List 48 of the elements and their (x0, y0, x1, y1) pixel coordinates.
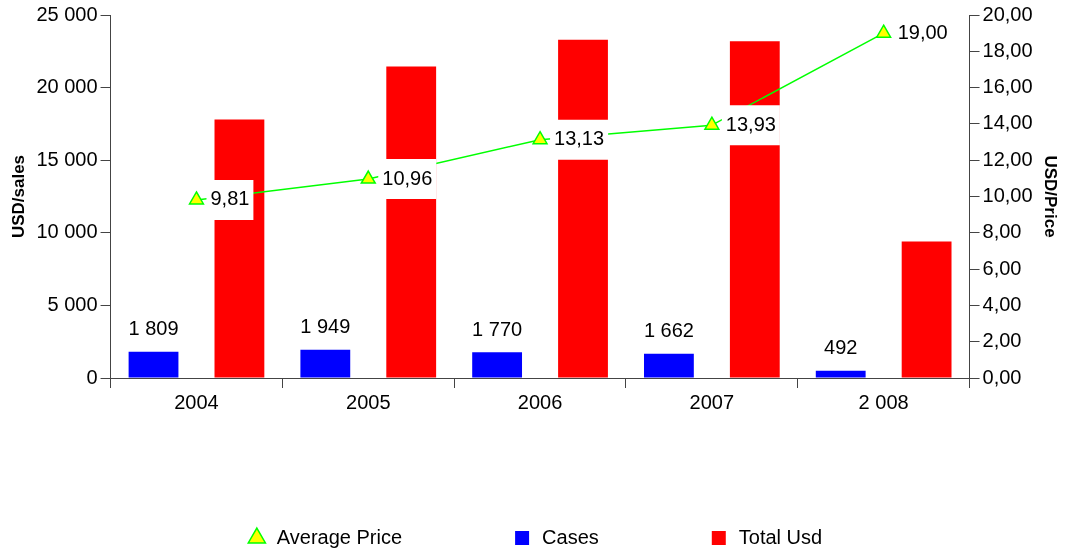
point (360, 170, 376, 184)
data-label: 9,81 (210, 187, 250, 210)
bar (901, 241, 952, 378)
bar (644, 353, 694, 378)
data-label: 1 662 (643, 319, 694, 342)
legend-label: Total Usd (738, 525, 823, 548)
y2-tick-label: 18,00 (982, 38, 1033, 61)
point (532, 130, 548, 145)
data-label: 1 949 (300, 315, 351, 338)
data-label: 13,93 (725, 112, 776, 135)
data-label: 10,96 (382, 166, 433, 189)
y2-tick-label: 12,00 (982, 147, 1033, 170)
bar (472, 352, 523, 378)
data-label: 19,00 (897, 20, 948, 43)
data-label: 1 809 (128, 317, 179, 340)
y2-tick-label: 20,00 (982, 2, 1033, 25)
y-tick-label: 10 000 (36, 220, 98, 243)
data-label: 13,13 (554, 127, 605, 150)
point (875, 24, 892, 38)
x-tick-label: 2005 (346, 390, 391, 413)
x-tick-label: 2007 (689, 390, 735, 413)
x-tick-label: 2004 (174, 390, 219, 413)
y2-tick-label: 16,00 (982, 75, 1033, 98)
legend-label: Cases (542, 525, 599, 548)
y2-tick-label: 10,00 (982, 184, 1033, 207)
bar (300, 349, 351, 378)
x-tick-label: 2006 (517, 390, 563, 413)
x-tick-label: 2 008 (858, 390, 909, 413)
y-axis-title: USD/sales (8, 154, 28, 239)
y2-tick-label: 0,00 (982, 365, 1022, 388)
y-tick-label: 5 000 (47, 292, 98, 315)
y-tick-label: 0 (86, 365, 98, 388)
y-tick-label: 15 000 (36, 147, 98, 170)
point (188, 191, 205, 205)
y2-tick-label: 2,00 (982, 329, 1022, 352)
bar (128, 351, 179, 378)
bar (815, 370, 866, 378)
legend-label: Average Price (276, 525, 403, 548)
point (704, 116, 720, 130)
y-tick-label: 20 000 (36, 75, 98, 98)
data-label: 492 (824, 336, 858, 359)
y2-tick-label: 6,00 (982, 256, 1022, 279)
data-label: 1 770 (472, 317, 523, 340)
y2-tick-label: 4,00 (982, 292, 1022, 315)
y-tick-label: 25 000 (36, 2, 98, 25)
y2-tick-label: 14,00 (982, 111, 1033, 134)
y2-tick-label: 8,00 (982, 220, 1022, 243)
y2-axis-title: USD/Price (1041, 155, 1061, 238)
